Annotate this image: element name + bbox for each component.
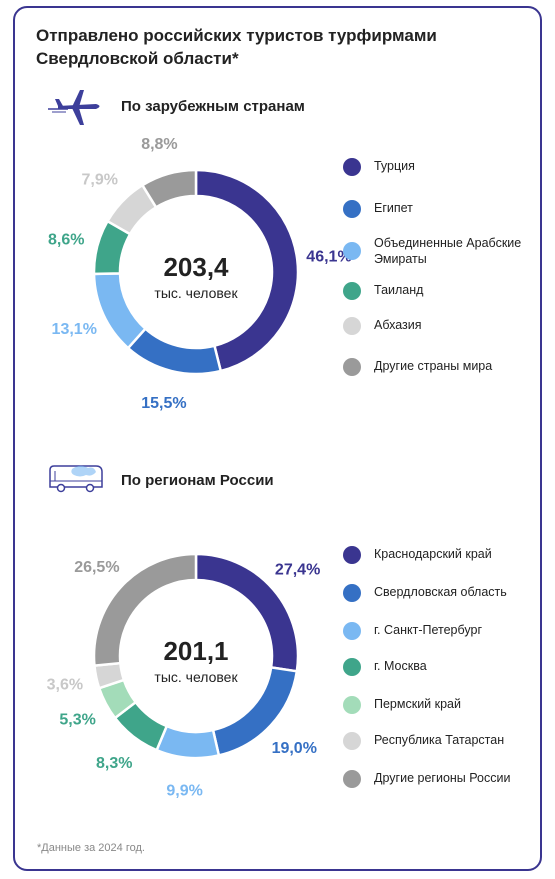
legend-label: Другие регионы России — [374, 771, 511, 785]
slice-label-5: 7,9% — [82, 172, 118, 189]
legend-label: г. Санкт-Петербург — [374, 623, 483, 637]
slice-2 — [126, 326, 223, 376]
legend-label: г. Москва — [374, 659, 427, 673]
legend-label: Абхазия — [374, 318, 422, 332]
legend-swatch — [343, 658, 361, 676]
legend-swatch — [343, 732, 361, 750]
legend-swatch — [343, 200, 361, 218]
legend-label: Республика Татарстан — [374, 733, 505, 747]
legend-label: Пермский край — [374, 697, 461, 711]
slice-label-1: 27,4% — [275, 562, 320, 579]
legend-swatch — [343, 317, 361, 335]
center-total-unit: тыс. человек — [154, 669, 238, 685]
infographic-card — [13, 6, 542, 871]
slice-label-2: 15,5% — [141, 395, 186, 412]
legend-label: Объединенные Арабские Эмираты — [374, 236, 522, 266]
center-total-unit: тыс. человек — [154, 285, 238, 301]
donut-chart-foreign: 46,1% 15,5% 13,1% 8,6% 7,9% 8,8% 203,4 тыс. чел… — [48, 136, 352, 412]
legend-swatch — [343, 770, 361, 788]
slice-label-7: 26,5% — [74, 559, 119, 576]
legend-swatch — [343, 282, 361, 300]
slice-label-1: 46,1% — [306, 249, 351, 266]
donut-chart-russia: 27,4% 19,0% 9,9% 8,3% 5,3% 3,6% 26,5% 201,1 тыс.… — [47, 552, 320, 800]
slice-label-4: 8,6% — [48, 232, 84, 249]
legend-label: Другие страны мира — [374, 359, 493, 373]
airplane-icon — [48, 90, 100, 125]
section-title-foreign: По зарубежным странам — [121, 98, 305, 115]
center-total-value: 201,1 — [163, 636, 228, 666]
slice-1 — [194, 168, 300, 373]
center-total-value: 203,4 — [163, 252, 229, 282]
legend-swatch — [343, 696, 361, 714]
legend-label: Краснодарский край — [374, 547, 492, 561]
legend-swatch — [343, 622, 361, 640]
bus-icon — [49, 465, 103, 493]
legend-label: Египет — [374, 201, 413, 215]
page-title: Отправлено российских туристов турфирмам… — [36, 26, 437, 68]
slice-label-2: 19,0% — [272, 740, 317, 757]
legend-swatch — [343, 358, 361, 376]
slice-7 — [92, 552, 198, 667]
slice-6 — [140, 168, 198, 210]
slice-label-5: 5,3% — [59, 712, 95, 729]
section-title-russia: По регионам России — [121, 472, 274, 489]
legend-swatch — [343, 242, 361, 260]
legend-swatch — [343, 158, 361, 176]
legend-swatch — [343, 546, 361, 564]
legend-swatch — [343, 584, 361, 602]
legend-label: Турция — [374, 159, 415, 173]
legend-label: Таиланд — [374, 283, 424, 297]
legend-label: Свердловская область — [374, 585, 507, 599]
footnote: *Данные за 2024 год. — [37, 842, 145, 854]
slice-label-3: 13,1% — [52, 321, 97, 338]
slice-label-6: 3,6% — [47, 677, 83, 694]
slice-label-6: 8,8% — [141, 136, 177, 153]
slice-3 — [92, 272, 148, 350]
slice-label-4: 8,3% — [96, 755, 132, 772]
slice-label-3: 9,9% — [166, 783, 202, 800]
